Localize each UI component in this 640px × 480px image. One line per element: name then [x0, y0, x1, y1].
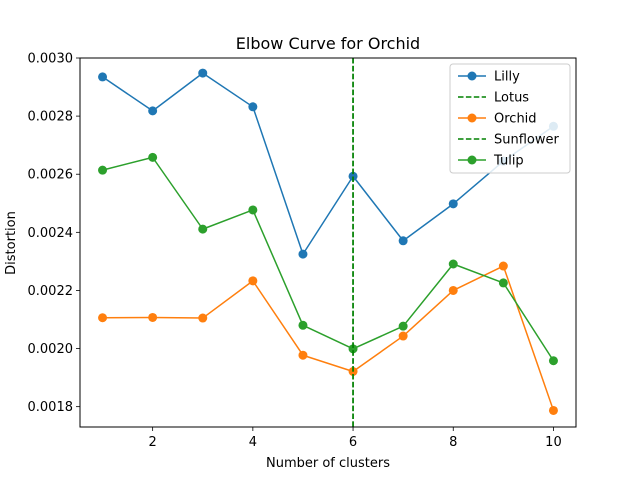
data-point-lilly — [148, 106, 158, 116]
data-point-tulip — [98, 165, 108, 175]
data-point-tulip — [298, 320, 308, 330]
data-point-lilly — [348, 171, 358, 181]
data-point-lilly — [398, 236, 408, 246]
plot-area — [98, 58, 558, 427]
series-line-tulip — [102, 156, 555, 362]
x-tick-label: 10 — [545, 435, 562, 450]
series-line-orchid — [102, 265, 555, 411]
data-point-orchid — [548, 405, 558, 415]
x-tick-label: 2 — [149, 435, 157, 450]
data-point-orchid — [248, 276, 258, 286]
legend-swatch-marker — [467, 155, 477, 165]
legend-swatch-marker — [467, 71, 477, 81]
data-point-orchid — [498, 261, 508, 271]
data-point-orchid — [448, 285, 458, 295]
plot-frame — [79, 57, 577, 428]
axes: 2 4 6 8 10 0.0018 0.0020 0.0022 0.0024 0.0026 0.00… — [28, 52, 562, 451]
x-tick-label: 6 — [349, 435, 357, 450]
series-tulip — [98, 152, 558, 366]
data-point-tulip — [198, 224, 208, 234]
x-tick-label: 8 — [449, 435, 457, 450]
x-axis-title: Number of clusters — [266, 456, 390, 471]
data-point-orchid — [148, 312, 158, 322]
legend-swatch-marker — [467, 113, 477, 123]
legend-frame — [449, 63, 571, 174]
data-point-lilly — [248, 102, 258, 112]
y-tick-label: 0.0024 — [28, 226, 74, 241]
x-tick-label: 4 — [249, 435, 257, 450]
y-tick-label: 0.0022 — [28, 284, 74, 299]
legend-entry-lotus: Lotus — [458, 91, 529, 106]
data-point-tulip — [398, 321, 408, 331]
series-line-lilly — [102, 72, 554, 255]
data-point-lilly — [98, 72, 108, 82]
legend-label: Tulip — [493, 154, 524, 169]
data-point-orchid — [298, 350, 308, 360]
legend-entry-tulip: Tulip — [458, 154, 524, 169]
legend-label: Lotus — [494, 91, 529, 106]
data-point-tulip — [498, 278, 508, 288]
data-point-orchid — [398, 331, 408, 341]
data-point-tulip — [448, 259, 458, 269]
legend-label: Sunflower — [494, 133, 560, 148]
y-tick-label: 0.0018 — [28, 400, 74, 415]
legend: Lilly Lotus Orchid Sunflower Tulip — [449, 63, 571, 174]
data-point-orchid — [198, 313, 208, 323]
y-axis-title: Distortion — [4, 211, 19, 275]
data-point-lilly — [298, 249, 308, 259]
data-point-orchid — [98, 313, 108, 323]
legend-entry-orchid: Orchid — [458, 112, 537, 127]
data-point-lilly — [198, 68, 208, 78]
y-tick-label: 0.0026 — [28, 168, 74, 183]
y-tick-label: 0.0030 — [28, 52, 74, 67]
y-tick-label: 0.0020 — [28, 342, 74, 357]
data-point-lilly — [448, 199, 458, 209]
y-tick-label: 0.0028 — [28, 110, 74, 125]
legend-label: Lilly — [494, 70, 520, 85]
legend-label: Orchid — [494, 112, 537, 127]
data-point-tulip — [148, 152, 158, 162]
legend-entry-sunflower: Sunflower — [458, 133, 560, 148]
data-point-tulip — [348, 344, 358, 354]
data-point-tulip — [248, 205, 258, 215]
data-point-tulip — [548, 356, 558, 366]
chart-title: Elbow Curve for Orchid — [236, 34, 420, 53]
legend-entry-lilly: Lilly — [458, 70, 520, 85]
